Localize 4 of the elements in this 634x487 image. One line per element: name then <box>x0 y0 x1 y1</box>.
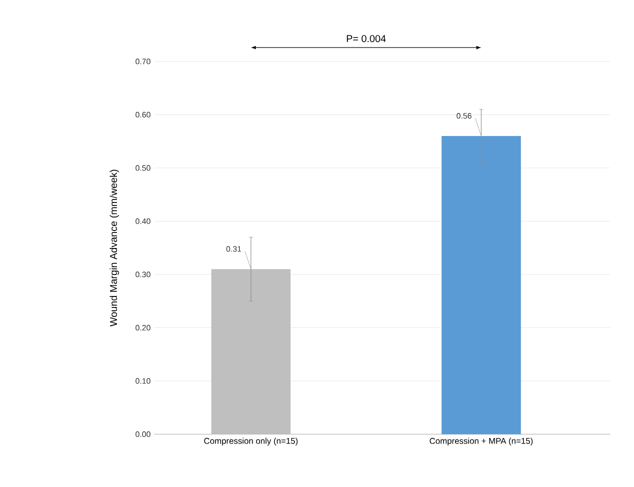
y-axis-title: Wound Margin Advance (mm/week) <box>110 170 119 327</box>
x-tick-label: Compression + MPA (n=15) <box>430 438 533 446</box>
x-tick-label: Compression only (n=15) <box>204 438 298 446</box>
text: P= 0.004 <box>346 35 386 42</box>
